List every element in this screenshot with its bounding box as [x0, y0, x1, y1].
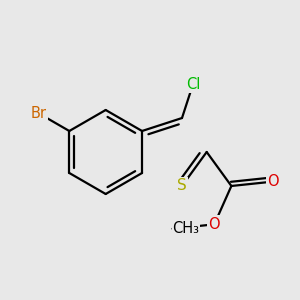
Text: Cl: Cl	[186, 76, 200, 92]
Text: Br: Br	[30, 106, 46, 121]
Text: O: O	[208, 217, 220, 232]
Text: S: S	[177, 178, 187, 194]
Text: O: O	[267, 174, 279, 189]
Text: CH₃: CH₃	[172, 221, 200, 236]
